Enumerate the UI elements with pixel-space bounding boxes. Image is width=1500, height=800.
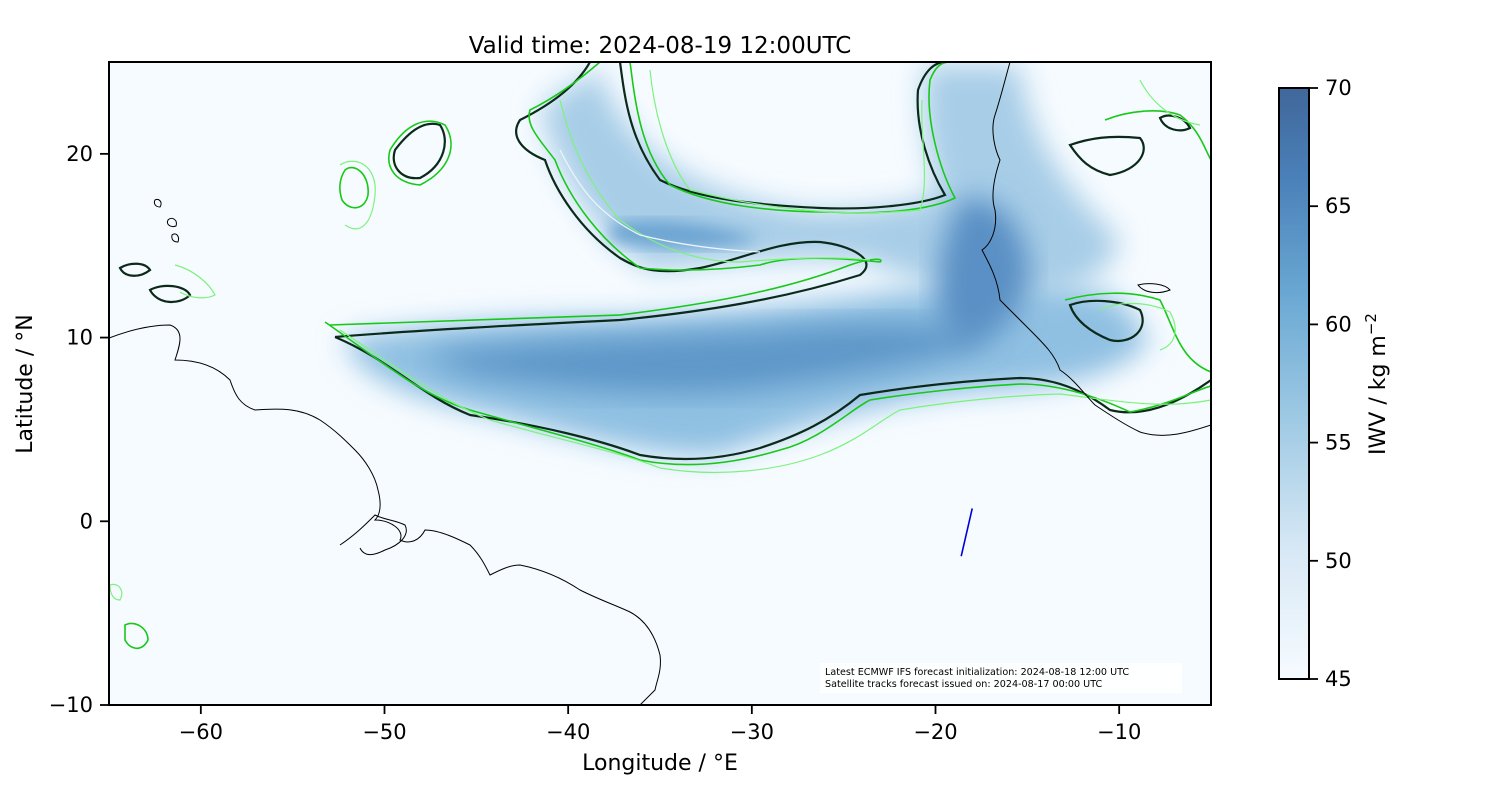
info-line-2: Satellite tracks forecast issued on: 202… — [825, 679, 1102, 690]
coastline-island-nw-2 — [171, 233, 179, 243]
contour-dark-island-5 — [148, 284, 192, 303]
contours-dark — [118, 62, 1211, 461]
x-tick-label: −30 — [730, 720, 774, 744]
x-tick-label: −40 — [546, 720, 590, 744]
colorbar-tick-label: 70 — [1325, 76, 1352, 100]
contour-dark-island-6 — [1158, 114, 1192, 132]
x-tick-label: −10 — [1097, 720, 1141, 744]
x-tick-label: −20 — [913, 720, 957, 744]
coastline-island-east — [1137, 283, 1171, 294]
coastlines — [109, 62, 1211, 705]
coastline-south-america — [109, 324, 661, 705]
x-tick-label: −60 — [179, 720, 223, 744]
coastline-island-nw-3 — [153, 199, 162, 208]
contour-green-west-2 — [124, 622, 149, 650]
contour-lightgreen-mid — [559, 99, 871, 263]
y-tick-label: −10 — [49, 693, 93, 717]
colorbar-label-text: IWV / kg m — [1366, 335, 1391, 455]
info-line-1: Latest ECMWF IFS forecast initialization… — [825, 667, 1129, 678]
contour-white-north — [559, 149, 761, 253]
x-axis-label: Longitude / °E — [582, 751, 738, 776]
iwv-band-north-core — [610, 220, 760, 248]
satellite-track — [960, 508, 974, 557]
contour-dark-mid — [334, 62, 868, 339]
y-tick-label: 0 — [80, 509, 93, 533]
colorbar-label-exponent: −2 — [1362, 313, 1380, 335]
contour-green-east — [1104, 110, 1211, 161]
contour-dark-island-2 — [1068, 135, 1145, 177]
colorbar-tick-label: 45 — [1325, 667, 1352, 691]
map-frame — [108, 61, 1212, 706]
y-tick-label: 10 — [66, 326, 93, 350]
contour-green-island-1 — [388, 120, 452, 186]
x-tick-label: −50 — [362, 720, 406, 744]
coastline-africa — [981, 62, 1211, 436]
contour-dark-north — [618, 62, 947, 210]
contour-lightgreen-south — [339, 329, 1211, 474]
colorbar-tick-label: 55 — [1325, 431, 1352, 455]
colorbar-tick-label: 50 — [1325, 549, 1352, 573]
colorbar-label: IWV / kg m−2 — [1362, 313, 1391, 455]
contour-dark-island-3 — [1068, 299, 1144, 343]
iwv-field — [345, 65, 1150, 456]
contour-lightgreen-west-3 — [109, 583, 123, 601]
y-axis: 20 10 0 −10 — [49, 142, 109, 717]
colorbar-ticks: 70 65 60 55 50 45 — [1309, 76, 1352, 691]
colorbar-gradient — [1278, 87, 1310, 680]
plot-title: Valid time: 2024-08-19 12:00UTC — [469, 33, 852, 59]
colorbar-tick-label: 65 — [1325, 194, 1352, 218]
info-box — [820, 663, 1182, 693]
contour-lightgreen-east-2 — [1099, 302, 1176, 351]
contour-green-west-1 — [339, 166, 369, 209]
contour-lightgreen-west-2 — [174, 264, 216, 299]
contour-lightgreen-east — [1139, 79, 1201, 126]
y-tick-label: 20 — [66, 142, 93, 166]
contour-lightgreen-north — [649, 69, 926, 214]
coastline-caribbean — [339, 514, 407, 556]
colorbar-tick-label: 60 — [1325, 312, 1352, 336]
coastline-island-nw-1 — [167, 217, 177, 227]
contours-lightgreen — [109, 69, 1211, 601]
iwv-band-south-core — [420, 323, 990, 395]
y-axis-label: Latitude / °N — [13, 314, 38, 453]
contours-white — [559, 149, 761, 253]
map-layers: Latest ECMWF IFS forecast initialization… — [109, 62, 1211, 705]
x-axis: −60 −50 −40 −30 −20 −10 — [179, 705, 1141, 744]
colorbar: 70 65 60 55 50 45 IWV / kg m−2 — [1278, 76, 1391, 691]
contour-dark-island-4 — [118, 262, 152, 277]
contour-lightgreen-west — [339, 160, 376, 230]
contour-dark-south — [334, 335, 1211, 461]
iwv-africa-core — [937, 198, 1030, 345]
contour-green-east-2 — [1064, 292, 1211, 373]
contour-dark-island-1 — [392, 122, 446, 180]
